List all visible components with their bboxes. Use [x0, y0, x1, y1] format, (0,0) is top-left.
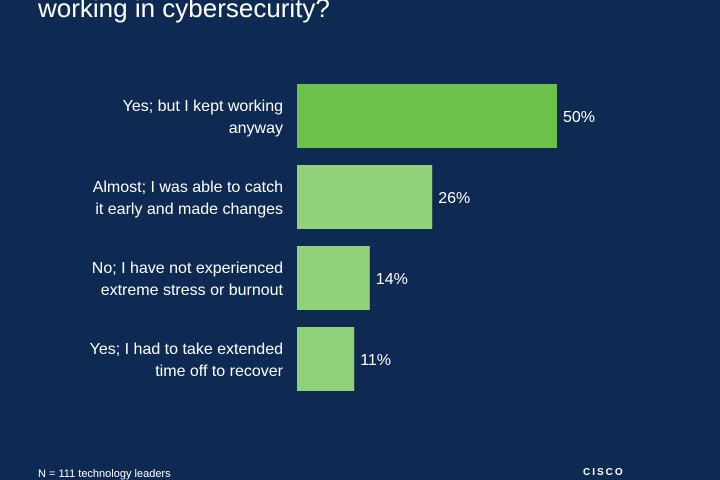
category-label-3-line-2: extreme stress or burnout: [101, 282, 284, 299]
category-label-4-line-1: Yes; I had to take extended: [90, 341, 283, 358]
bar-4: [297, 327, 355, 391]
value-label-4: 11%: [360, 352, 391, 369]
category-label-1-line-1: Yes; but I kept working: [123, 98, 283, 115]
category-label-4-line-2: time off to recover: [155, 363, 283, 380]
bar-chart: 50% Yes; but I kept working anyway 26% Almos…: [90, 84, 595, 391]
bar-2: [297, 165, 433, 229]
value-label-1: 50%: [563, 109, 595, 126]
bar-1: [297, 84, 557, 148]
footnote: N = 111 technology leaders: [38, 468, 171, 480]
chart-title: working in cybersecurity?: [38, 0, 330, 23]
value-label-2: 26%: [438, 190, 470, 207]
category-label-2-line-2: it early and made changes: [95, 201, 283, 218]
bar-3: [297, 246, 370, 310]
category-label-2-line-1: Almost; I was able to catch: [93, 179, 283, 196]
value-label-3: 14%: [376, 271, 408, 288]
category-label-3-line-1: No; I have not experienced: [92, 260, 283, 277]
category-label-1-line-2: anyway: [229, 120, 283, 137]
cisco-logo: CISCO: [583, 467, 625, 478]
